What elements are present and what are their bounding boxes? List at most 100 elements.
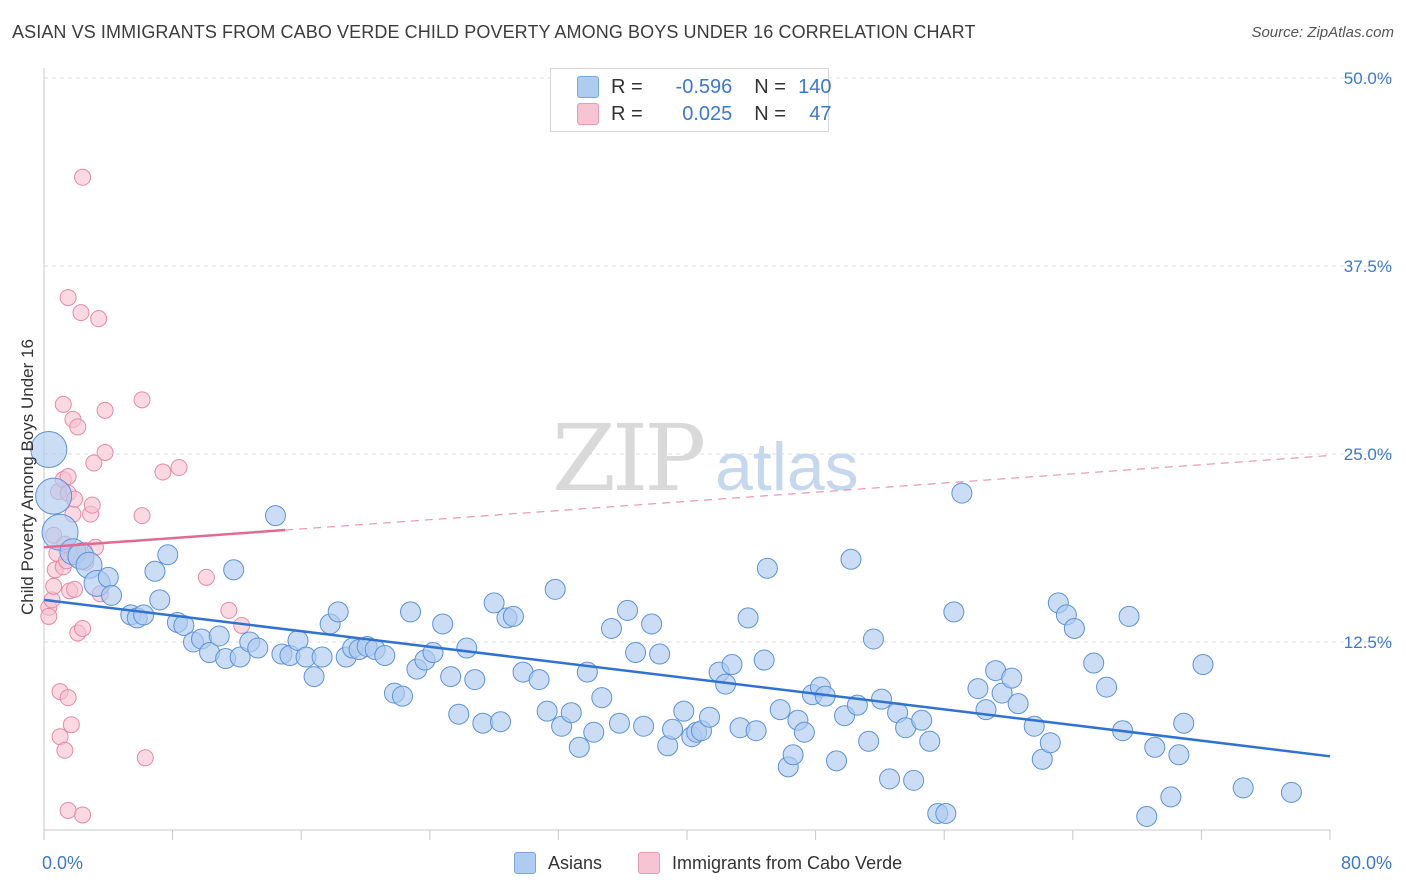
legend-n-value: 47 bbox=[809, 102, 832, 125]
asian-point bbox=[600, 617, 622, 639]
asian-point bbox=[1083, 652, 1105, 674]
asian-point bbox=[1192, 654, 1214, 676]
asian-point bbox=[502, 605, 524, 627]
asian-point bbox=[935, 802, 957, 824]
cabo-verde-point bbox=[220, 601, 238, 619]
asian-point bbox=[662, 718, 684, 740]
asian-point bbox=[35, 477, 73, 515]
asian-trend-line bbox=[43, 598, 1331, 758]
asian-point bbox=[528, 669, 550, 691]
cabo-verde-point bbox=[74, 619, 92, 637]
y-tick-label: 12.5% bbox=[1344, 633, 1392, 652]
asian-point bbox=[673, 700, 695, 722]
cabo-verde-point bbox=[74, 168, 92, 186]
asian-point bbox=[1039, 732, 1061, 754]
stats-legend: R = -0.596 N = 140 R = 0.025 N = 47 bbox=[550, 68, 832, 132]
asian-point bbox=[30, 430, 68, 468]
legend-r-value: -0.596 bbox=[675, 75, 733, 98]
asian-point bbox=[745, 720, 767, 742]
asian-point bbox=[911, 709, 933, 731]
asian-point bbox=[641, 613, 663, 635]
bottom-swatch-pink bbox=[638, 852, 660, 874]
asian-point bbox=[391, 685, 413, 707]
legend-n-value: 140 bbox=[798, 75, 832, 98]
asian-point bbox=[737, 607, 759, 629]
asian-point bbox=[625, 642, 647, 664]
cabo-verde-point bbox=[133, 391, 151, 409]
y-tick-label: 50.0% bbox=[1344, 69, 1392, 88]
cabo-verde-point bbox=[136, 749, 154, 767]
cabo-verde-point bbox=[66, 580, 84, 598]
cabo-verde-point bbox=[90, 310, 108, 328]
x-tick-label-min: 0.0% bbox=[42, 853, 83, 873]
cabo-verde-point bbox=[40, 607, 58, 625]
asian-point bbox=[448, 703, 470, 725]
cabo-verde-point bbox=[85, 454, 103, 472]
asian-point bbox=[825, 750, 847, 772]
asian-point bbox=[1232, 777, 1254, 799]
cabo-trend-line-solid bbox=[43, 528, 286, 549]
asian-point bbox=[536, 700, 558, 722]
bottom-legend-cabo-label: Immigrants from Cabo Verde bbox=[672, 852, 903, 873]
asian-point bbox=[1160, 786, 1182, 808]
bottom-legend-asians: Asians bbox=[514, 852, 602, 874]
cabo-verde-point bbox=[96, 443, 114, 461]
asian-point bbox=[229, 646, 251, 668]
asian-point bbox=[943, 601, 965, 623]
asian-point bbox=[858, 730, 880, 752]
asian-points bbox=[30, 430, 1302, 827]
asian-point bbox=[157, 544, 179, 566]
y-axis-label: Child Poverty Among Boys Under 16 bbox=[18, 339, 37, 615]
asian-point bbox=[991, 682, 1013, 704]
asian-point bbox=[903, 769, 925, 791]
gridlines bbox=[44, 77, 1392, 643]
asian-point bbox=[1136, 805, 1158, 827]
cabo-verde-points bbox=[40, 168, 251, 824]
watermark-atlas: atlas bbox=[715, 429, 859, 505]
y-tick-label: 25.0% bbox=[1344, 445, 1392, 464]
asian-point bbox=[769, 699, 791, 721]
legend-row-asians: R = -0.596 N = 140 bbox=[577, 75, 832, 99]
cabo-verde-point bbox=[62, 716, 80, 734]
asian-point bbox=[721, 654, 743, 676]
legend-r-label: R = bbox=[611, 75, 649, 98]
cabo-verde-point bbox=[59, 289, 77, 307]
legend-r-label: R = bbox=[611, 102, 649, 125]
asian-point bbox=[101, 584, 123, 606]
cabo-verde-point bbox=[59, 689, 77, 707]
bottom-legend-asians-label: Asians bbox=[548, 852, 603, 873]
asian-point bbox=[793, 721, 815, 743]
asian-point bbox=[753, 649, 775, 671]
asian-point bbox=[1168, 744, 1190, 766]
source-label: Source: ZipAtlas.com bbox=[1251, 24, 1394, 41]
asian-point bbox=[472, 712, 494, 734]
asian-point bbox=[173, 614, 195, 636]
asian-point bbox=[1280, 781, 1302, 803]
tick-labels: 12.5% 25.0% 37.5% 50.0% 0.0% 80.0% bbox=[42, 69, 1392, 873]
cabo-verde-point bbox=[69, 418, 87, 436]
asian-point bbox=[862, 628, 884, 650]
legend-swatch-pink bbox=[577, 103, 599, 125]
asian-point bbox=[483, 592, 505, 614]
asian-point bbox=[633, 715, 655, 737]
asian-point bbox=[756, 557, 778, 579]
asian-point bbox=[133, 604, 155, 626]
asian-point bbox=[544, 578, 566, 600]
bottom-legend-cabo: Immigrants from Cabo Verde bbox=[638, 852, 902, 874]
asian-point bbox=[879, 768, 901, 790]
asian-point bbox=[951, 482, 973, 504]
asian-point bbox=[1144, 736, 1166, 758]
cabo-verde-point bbox=[74, 806, 92, 824]
asian-point bbox=[975, 699, 997, 721]
legend-swatch-blue bbox=[577, 76, 599, 98]
asian-point bbox=[149, 589, 171, 611]
chart-title: ASIAN VS IMMIGRANTS FROM CABO VERDE CHIL… bbox=[12, 22, 976, 42]
asian-point bbox=[560, 702, 582, 724]
asian-point bbox=[591, 687, 613, 709]
asian-point bbox=[1063, 617, 1085, 639]
asian-point bbox=[608, 712, 630, 734]
legend-n-label: N = bbox=[754, 102, 792, 125]
x-tick-label-max: 80.0% bbox=[1341, 853, 1392, 873]
cabo-verde-point bbox=[170, 459, 188, 477]
